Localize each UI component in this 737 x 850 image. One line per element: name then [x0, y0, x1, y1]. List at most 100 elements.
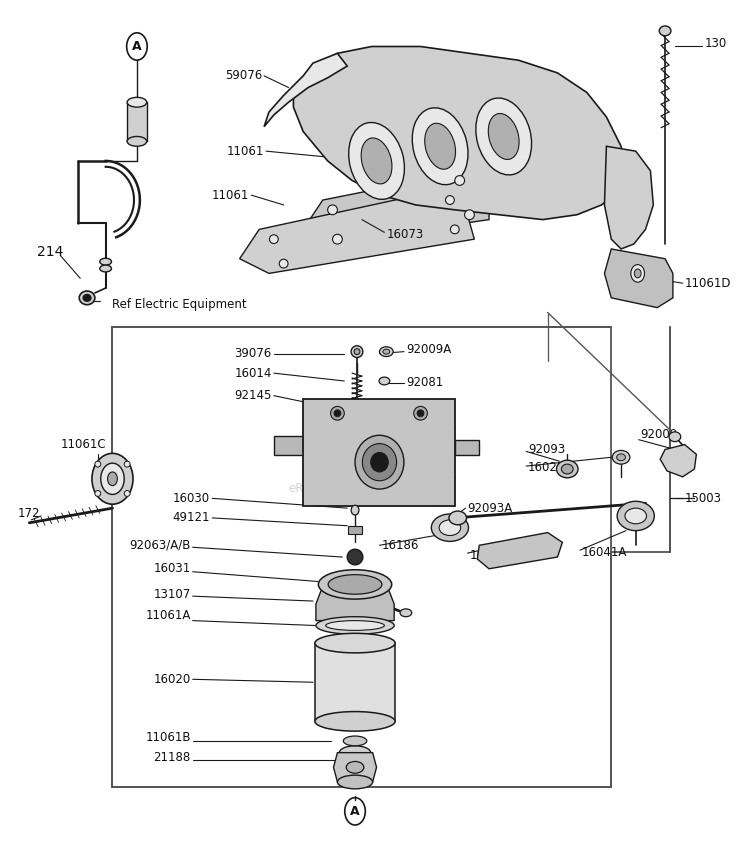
Ellipse shape: [92, 453, 133, 504]
Text: 16030: 16030: [173, 492, 210, 505]
Text: 21188: 21188: [153, 751, 191, 764]
Polygon shape: [660, 445, 696, 477]
Ellipse shape: [659, 26, 671, 36]
Ellipse shape: [417, 410, 424, 416]
Text: 92145: 92145: [234, 389, 272, 402]
Ellipse shape: [83, 294, 91, 301]
Ellipse shape: [617, 502, 654, 530]
Text: 92093A: 92093A: [467, 502, 513, 514]
Ellipse shape: [383, 349, 390, 354]
Ellipse shape: [455, 176, 464, 185]
Text: 16041: 16041: [469, 548, 507, 562]
Ellipse shape: [489, 114, 519, 160]
Text: 16025: 16025: [528, 461, 565, 473]
Ellipse shape: [318, 570, 391, 599]
Polygon shape: [604, 146, 653, 249]
Text: 13107: 13107: [153, 587, 191, 601]
Text: 16014: 16014: [234, 366, 272, 380]
Text: 11061B: 11061B: [145, 732, 191, 745]
Ellipse shape: [332, 235, 342, 244]
Ellipse shape: [346, 762, 364, 774]
Ellipse shape: [95, 462, 101, 467]
Ellipse shape: [108, 472, 117, 485]
Text: Ref Electric Equipment: Ref Electric Equipment: [113, 298, 247, 311]
Ellipse shape: [315, 633, 395, 653]
Ellipse shape: [431, 514, 469, 541]
Ellipse shape: [363, 444, 397, 481]
Polygon shape: [240, 190, 475, 274]
Bar: [348, 526, 362, 534]
Ellipse shape: [339, 745, 371, 760]
Text: A: A: [132, 40, 142, 53]
Ellipse shape: [449, 511, 467, 524]
Polygon shape: [315, 643, 395, 722]
Ellipse shape: [371, 452, 388, 472]
Polygon shape: [478, 533, 562, 569]
Text: 11061A: 11061A: [145, 609, 191, 622]
Ellipse shape: [338, 775, 373, 789]
Text: 92093: 92093: [528, 443, 565, 456]
Text: 172: 172: [18, 507, 40, 519]
Ellipse shape: [450, 225, 459, 234]
Polygon shape: [274, 436, 303, 456]
Ellipse shape: [413, 406, 427, 420]
Text: 11061: 11061: [227, 144, 264, 157]
Ellipse shape: [379, 377, 390, 385]
Polygon shape: [316, 585, 394, 620]
Ellipse shape: [99, 258, 111, 265]
Ellipse shape: [125, 462, 130, 467]
Ellipse shape: [354, 348, 360, 354]
Ellipse shape: [270, 235, 279, 244]
Ellipse shape: [617, 454, 626, 461]
Text: 16041A: 16041A: [582, 546, 627, 558]
Text: 16186: 16186: [382, 539, 419, 552]
Ellipse shape: [355, 435, 404, 489]
Ellipse shape: [334, 410, 340, 416]
Text: 214: 214: [37, 245, 63, 259]
Ellipse shape: [476, 98, 531, 175]
Text: 16073: 16073: [386, 228, 424, 241]
Ellipse shape: [101, 463, 125, 495]
Ellipse shape: [669, 432, 681, 442]
Ellipse shape: [351, 346, 363, 358]
Text: 92009: 92009: [640, 428, 678, 441]
Ellipse shape: [445, 196, 454, 205]
Ellipse shape: [412, 108, 468, 184]
Ellipse shape: [625, 508, 646, 524]
Ellipse shape: [79, 291, 95, 304]
Ellipse shape: [328, 575, 382, 594]
Polygon shape: [455, 439, 479, 456]
Polygon shape: [334, 752, 377, 782]
Polygon shape: [303, 399, 455, 507]
Ellipse shape: [635, 269, 641, 278]
Ellipse shape: [128, 98, 147, 107]
Text: 11061: 11061: [212, 189, 249, 201]
Ellipse shape: [361, 138, 392, 184]
Bar: [128, 102, 147, 141]
Polygon shape: [604, 249, 673, 308]
Ellipse shape: [556, 460, 578, 478]
Text: eReplacementParts.com: eReplacementParts.com: [288, 482, 432, 495]
Ellipse shape: [562, 464, 573, 474]
Text: 11061D: 11061D: [685, 277, 731, 290]
Text: 92009A: 92009A: [406, 343, 451, 356]
Ellipse shape: [464, 210, 475, 219]
Polygon shape: [264, 54, 347, 127]
Bar: [113, 327, 611, 787]
Ellipse shape: [128, 137, 147, 146]
Ellipse shape: [279, 259, 288, 268]
Ellipse shape: [125, 490, 130, 496]
Ellipse shape: [326, 620, 385, 631]
Text: 16020: 16020: [153, 673, 191, 686]
Text: 59076: 59076: [225, 70, 262, 82]
Text: 39076: 39076: [234, 347, 272, 360]
Text: 49121: 49121: [172, 512, 210, 524]
Text: 130: 130: [705, 37, 727, 50]
Ellipse shape: [95, 490, 101, 496]
Ellipse shape: [316, 617, 394, 634]
Ellipse shape: [315, 711, 395, 731]
Text: 92063/A/B: 92063/A/B: [130, 539, 191, 552]
Ellipse shape: [349, 122, 405, 200]
Polygon shape: [293, 47, 626, 219]
Ellipse shape: [347, 549, 363, 565]
